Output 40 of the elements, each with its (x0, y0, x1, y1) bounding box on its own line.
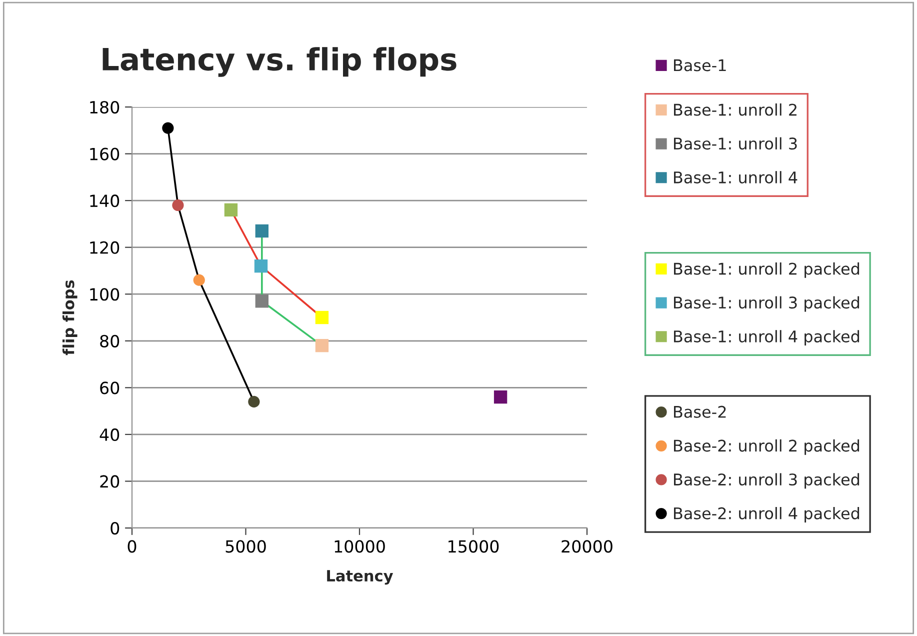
legend-label: Base-2 (674, 406, 726, 418)
legend-label: Base-2: unroll 4 packed (674, 507, 860, 522)
x-tick-label: 15000 (448, 540, 499, 553)
x-tick-label: 20000 (562, 540, 612, 553)
point (315, 338, 329, 352)
legend-label: Base-1: unroll 4 packed (674, 330, 860, 346)
y-axis-title: flip flops (62, 280, 78, 356)
y-tick-label: 100 (90, 288, 120, 301)
y-tick-label: 160 (90, 148, 120, 160)
x-tick-label: 5000 (226, 540, 266, 553)
point (255, 294, 268, 308)
y-tick-label: 40 (100, 428, 120, 442)
y-tick-label: 0 (110, 522, 120, 535)
point (193, 274, 205, 286)
legend-label: Base-2: unroll 3 packed (674, 473, 860, 489)
y-tick-label: 80 (100, 334, 120, 348)
y-tick-label: 20 (100, 475, 120, 488)
y-tick-label: 60 (100, 382, 120, 394)
legend-label: Base-2: unroll 2 packed (674, 439, 860, 455)
point (162, 122, 174, 134)
legend-label: Base-1: unroll 2 packed (674, 262, 860, 278)
y-tick-label: 140 (90, 194, 120, 208)
x-tick-label: 0 (128, 540, 136, 553)
y-tick-label: 120 (90, 241, 120, 254)
point (172, 199, 184, 212)
x-tick-label: 10000 (334, 540, 385, 553)
point (494, 390, 508, 404)
legend-label: Base-1: unroll 3 packed (674, 296, 860, 312)
point (254, 259, 268, 273)
x-axis-title: Latency (327, 570, 394, 585)
point (248, 396, 260, 408)
legend-label: Base-1 (674, 59, 726, 72)
point (255, 224, 268, 238)
y-tick-label: 180 (90, 100, 120, 114)
legend-label: Base-1: unroll 4 (674, 171, 798, 184)
legend-label: Base-1: unroll 3 (674, 137, 797, 150)
chart-title: Latency vs. flip flops (102, 47, 456, 77)
point (224, 203, 238, 216)
point (315, 310, 329, 324)
legend-label: Base-1: unroll 2 (674, 103, 796, 116)
